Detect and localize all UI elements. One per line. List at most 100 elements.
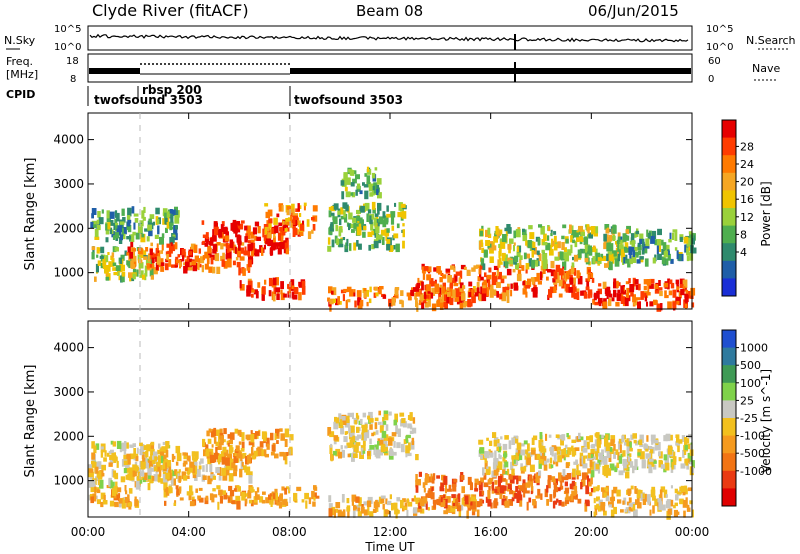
range-cell	[107, 252, 110, 255]
range-cell	[261, 449, 266, 457]
range-cell	[268, 290, 272, 297]
range-cell	[637, 452, 641, 456]
range-cell	[397, 509, 400, 514]
range-cell	[386, 243, 391, 251]
range-cell	[154, 253, 158, 259]
colorbar-swatch	[722, 120, 736, 139]
freq-panel-frame	[87, 53, 693, 83]
range-cell	[677, 444, 680, 453]
range-cell	[522, 288, 527, 295]
range-cell	[667, 508, 672, 515]
range-cell	[595, 486, 599, 492]
range-cell	[247, 240, 251, 244]
range-cell	[369, 438, 372, 445]
range-cell	[245, 498, 248, 504]
range-cell	[611, 297, 615, 302]
range-cell	[402, 421, 407, 428]
range-cell	[349, 444, 354, 448]
range-cell	[586, 441, 590, 450]
range-cell	[313, 485, 317, 490]
range-cell	[658, 451, 663, 459]
range-cell	[603, 487, 608, 492]
range-cell	[582, 249, 586, 254]
range-cell	[452, 502, 456, 506]
range-cell	[498, 261, 503, 265]
range-cell	[556, 498, 559, 503]
range-cell	[335, 298, 339, 306]
range-cell	[668, 434, 673, 441]
range-cell	[647, 453, 651, 458]
range-cell	[262, 228, 265, 238]
range-cell	[467, 476, 472, 485]
range-cell	[221, 490, 226, 495]
range-cell	[215, 441, 219, 447]
range-cell	[552, 240, 555, 247]
range-cell	[585, 286, 590, 291]
range-cell	[276, 293, 280, 300]
range-cell	[441, 274, 447, 279]
range-cell	[228, 439, 233, 445]
range-cell	[239, 284, 245, 291]
range-cell	[107, 222, 111, 230]
range-cell	[257, 282, 261, 288]
range-cell	[524, 490, 530, 494]
x-tick-label: 12:00	[373, 525, 408, 539]
range-cell	[109, 454, 112, 460]
range-cell	[347, 510, 350, 518]
range-cell	[116, 212, 120, 222]
range-cell	[561, 235, 565, 240]
range-cell	[191, 451, 195, 457]
station-title: Clyde River (fitACF)	[92, 1, 249, 20]
range-cell	[691, 467, 695, 473]
range-cell	[344, 186, 348, 192]
range-cell	[545, 253, 548, 260]
range-cell	[673, 463, 676, 470]
range-cell	[405, 436, 408, 441]
range-cell	[610, 439, 615, 447]
range-cell	[110, 449, 114, 453]
range-cell	[427, 298, 431, 307]
range-cell	[373, 217, 377, 226]
range-cell	[366, 301, 369, 307]
range-cell	[635, 297, 641, 301]
range-cell	[519, 255, 523, 260]
range-cell	[558, 279, 563, 287]
range-cell	[333, 203, 339, 210]
range-cell	[242, 268, 246, 276]
range-cell	[581, 480, 586, 487]
range-cell	[587, 289, 593, 296]
range-cell	[281, 205, 284, 212]
range-cell	[369, 511, 374, 517]
range-cell	[508, 249, 511, 254]
range-cell	[530, 478, 533, 487]
range-cell	[614, 466, 618, 473]
range-cell	[500, 436, 503, 440]
range-cell	[643, 493, 647, 502]
range-cell	[276, 440, 279, 444]
range-cell	[212, 266, 216, 274]
range-cell	[335, 502, 341, 509]
range-cell	[371, 213, 375, 220]
range-cell	[248, 475, 253, 484]
range-cell	[519, 453, 523, 461]
range-cell	[140, 471, 145, 477]
range-cell	[478, 439, 484, 445]
range-cell	[382, 294, 387, 299]
range-cell	[617, 452, 620, 461]
range-cell	[564, 253, 569, 262]
range-cell	[360, 205, 365, 213]
range-cell	[191, 496, 195, 500]
range-cell	[573, 254, 579, 262]
range-cell	[516, 442, 522, 450]
range-cell	[112, 441, 117, 447]
range-cell	[527, 477, 530, 485]
range-cell	[598, 283, 602, 287]
freq-tick-top: 18	[66, 56, 79, 67]
range-cell	[399, 299, 403, 305]
range-cell	[620, 285, 624, 294]
range-cell	[686, 255, 690, 262]
range-cell	[331, 287, 337, 296]
range-cell	[171, 209, 176, 216]
range-cell	[289, 223, 293, 228]
range-cell	[412, 417, 416, 424]
